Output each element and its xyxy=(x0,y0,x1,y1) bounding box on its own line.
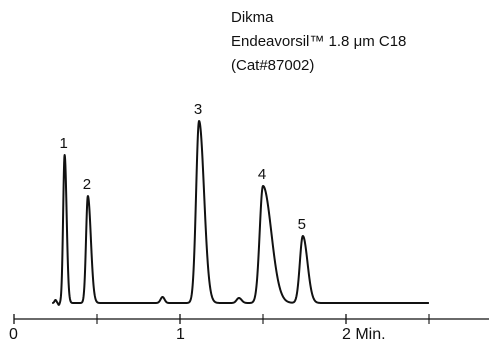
peak-label: 3 xyxy=(194,101,202,118)
chromatogram-trace xyxy=(51,120,430,306)
peak-label: 4 xyxy=(258,166,266,183)
x-tick-label: 2 Min. xyxy=(342,326,386,342)
caption-catalog: (Cat#87002) xyxy=(231,57,315,74)
peak-label: 1 xyxy=(59,135,67,152)
column-caption: Dikma Endeavorsil™ 1.8 μm C18 (Cat#87002… xyxy=(231,6,406,78)
x-axis: 0 1 2 Min. xyxy=(9,314,489,342)
caption-brand: Dikma xyxy=(231,9,274,26)
x-tick-label: 0 xyxy=(9,326,18,342)
peak-label: 2 xyxy=(83,176,91,193)
peak-label: 5 xyxy=(298,216,306,233)
peak-labels: 1 2 3 4 5 xyxy=(59,101,306,233)
x-tick-label: 1 xyxy=(176,326,185,342)
caption-column: Endeavorsil™ 1.8 μm C18 xyxy=(231,33,407,50)
